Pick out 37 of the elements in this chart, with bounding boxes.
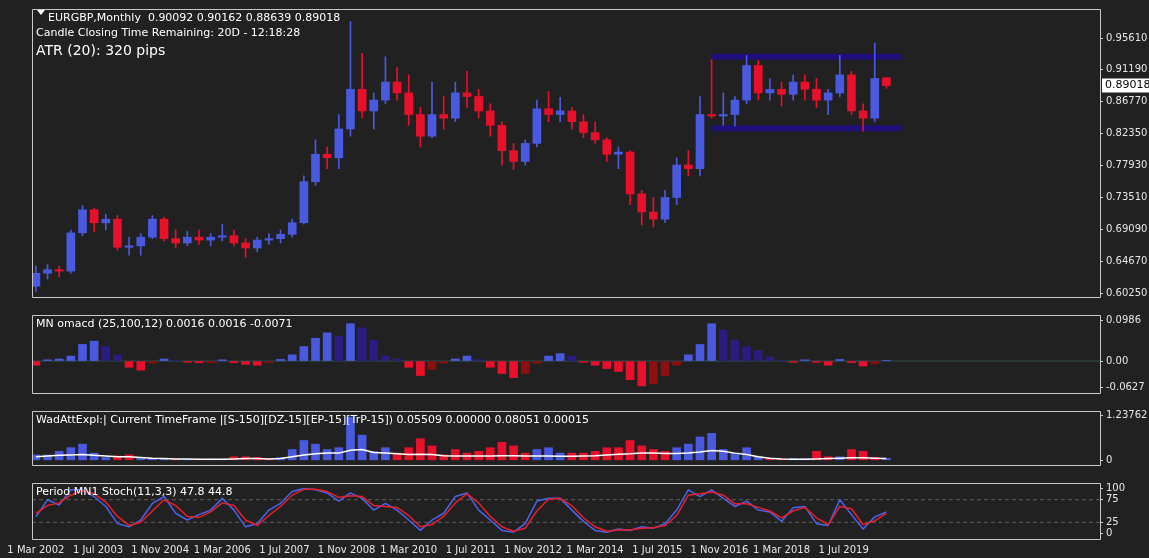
x-tick-label: 1 Mar 2002 bbox=[7, 543, 65, 555]
y-tick-label: 0.69090 bbox=[1106, 222, 1148, 234]
y-tick-label: 0.64670 bbox=[1106, 254, 1148, 266]
y-tick-label: 0 bbox=[1106, 453, 1113, 465]
x-tick-label: 1 Jul 2007 bbox=[259, 543, 310, 555]
x-tick-label: 1 Mar 2014 bbox=[566, 543, 624, 555]
annotation: Candle Closing Time Remaining: 20D - 12:18:28 bbox=[36, 25, 301, 39]
y-tick-label: 0.77930 bbox=[1106, 159, 1148, 171]
text: 0.89018 bbox=[1105, 78, 1149, 92]
x-tick-label: 1 Nov 2012 bbox=[504, 543, 562, 555]
x-tick-label: 1 Nov 2016 bbox=[690, 543, 749, 555]
y-tick-label: 25 bbox=[1106, 515, 1119, 527]
y-tick-label: 0.60250 bbox=[1106, 286, 1148, 298]
y-tick-label: 1.23762 bbox=[1106, 409, 1148, 421]
y-tick-label: 75 bbox=[1106, 493, 1119, 505]
chart-title: MN omacd (25,100,12) 0.0016 0.0016 -0.0071 bbox=[36, 316, 293, 330]
y-tick-label: 0.86770 bbox=[1106, 95, 1148, 107]
y-tick-label: 0.95610 bbox=[1106, 31, 1148, 43]
y-tick-label: 0.00 bbox=[1106, 354, 1129, 366]
annotation: ATR (20): 320 pips bbox=[36, 41, 166, 58]
chart-title: EURGBP,Monthly 0.90092 0.90162 0.88639 0.89018 bbox=[48, 10, 341, 24]
x-tick-label: 1 Jul 2015 bbox=[632, 543, 683, 555]
x-tick-label: 1 Mar 2006 bbox=[193, 543, 251, 555]
x-tick-label: 1 Mar 2010 bbox=[380, 543, 438, 555]
y-tick-label: 100 bbox=[1106, 482, 1126, 494]
y-tick-label: -0.0627 bbox=[1106, 380, 1145, 392]
x-tick-label: 1 Jul 2003 bbox=[72, 543, 124, 555]
x-tick-label: 1 Nov 2004 bbox=[131, 543, 189, 555]
y-tick-label: 0.91190 bbox=[1106, 63, 1148, 75]
y-tick-label: 0.82350 bbox=[1106, 127, 1148, 139]
y-tick-label: 0.73510 bbox=[1106, 191, 1148, 203]
x-tick-label: 1 Nov 2008 bbox=[317, 543, 376, 555]
y-tick-label: 0 bbox=[1106, 527, 1113, 539]
x-tick-label: 1 Mar 2018 bbox=[753, 543, 811, 555]
y-tick-label: 0.0986 bbox=[1106, 313, 1141, 325]
x-tick-label: 1 Jul 2019 bbox=[818, 543, 869, 555]
x-tick-label: 1 Jul 2011 bbox=[445, 543, 496, 555]
